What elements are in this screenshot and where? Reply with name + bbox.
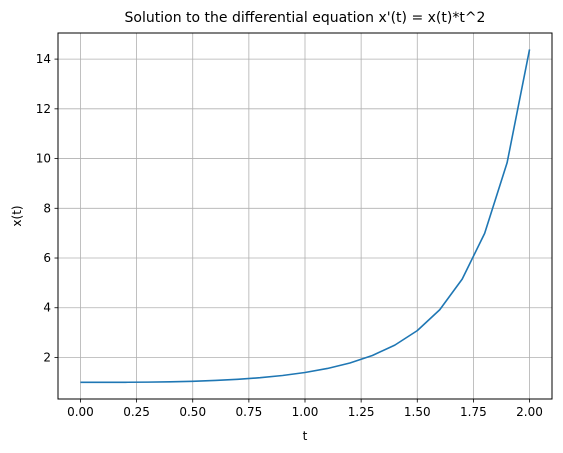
y-tick-label: 2 xyxy=(43,350,51,364)
y-tick-label: 4 xyxy=(43,301,51,315)
y-tick-label: 14 xyxy=(36,52,51,66)
x-tick-label: 0.25 xyxy=(123,405,150,419)
x-tick-label: 1.50 xyxy=(404,405,431,419)
y-axis-label: x(t) xyxy=(10,205,24,226)
x-tick-label: 2.00 xyxy=(516,405,543,419)
chart-title: Solution to the differential equation x'… xyxy=(125,10,486,26)
x-axis-label: t xyxy=(303,429,308,443)
x-tick-label: 1.25 xyxy=(348,405,375,419)
y-tick-label: 10 xyxy=(36,152,51,166)
ticks: 0.00 0.25 0.50 0.75 1.00 1.25 1.50 1.75 2.00 2 4 6 8… xyxy=(36,52,543,419)
x-tick-label: 1.00 xyxy=(292,405,319,419)
y-tick-label: 6 xyxy=(43,251,51,265)
x-tick-label: 0.00 xyxy=(67,405,94,419)
x-tick-label: 0.75 xyxy=(236,405,263,419)
y-tick-label: 12 xyxy=(36,102,51,116)
x-tick-label: 0.50 xyxy=(179,405,206,419)
grid xyxy=(58,33,552,399)
x-tick-label: 1.75 xyxy=(460,405,487,419)
y-tick-label: 8 xyxy=(43,201,51,215)
